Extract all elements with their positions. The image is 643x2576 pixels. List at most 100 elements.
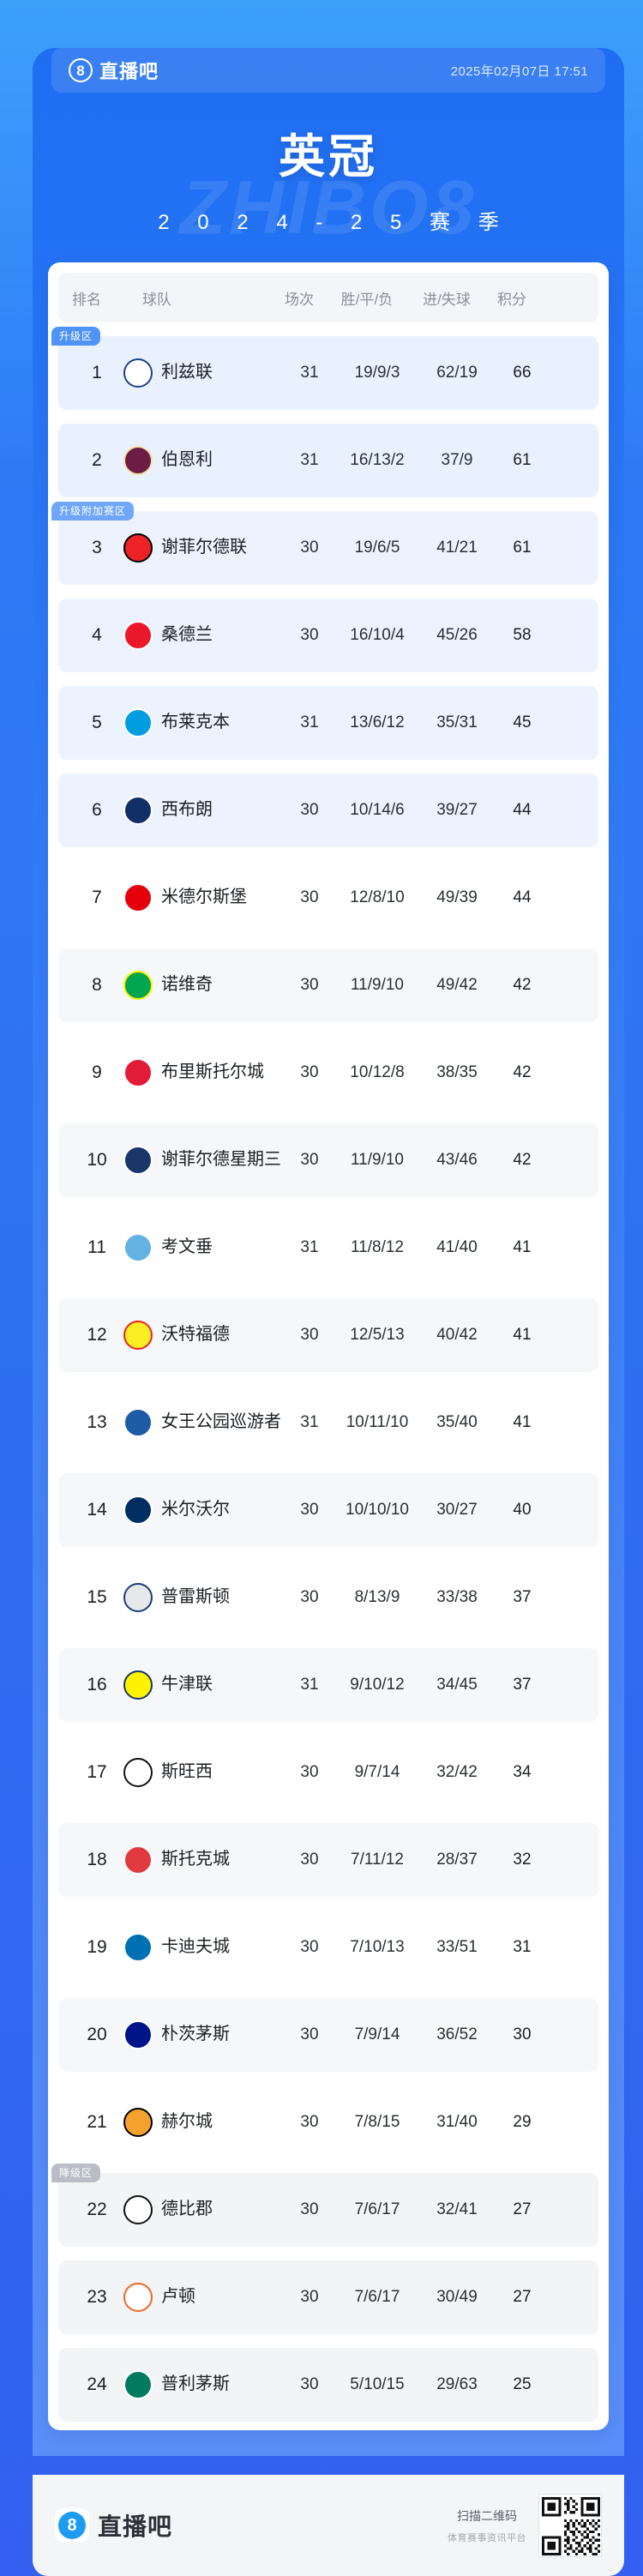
- table-row[interactable]: 15 普雷斯顿 30 8/13/9 33/38 37: [58, 1561, 598, 1634]
- team-name-label: 卡迪夫城: [161, 1937, 230, 1957]
- team-crest-icon: [123, 971, 153, 1000]
- table-row[interactable]: 2 伯恩利 31 16/13/2 37/9 61: [58, 424, 598, 497]
- cell-team[interactable]: 牛津联: [123, 1670, 283, 1700]
- cell-played: 30: [300, 1063, 319, 1081]
- column-header-wdl: 胜/平/负: [340, 291, 394, 308]
- cell-team[interactable]: 西布朗: [123, 796, 283, 825]
- cell-points: 41: [513, 1326, 532, 1344]
- team-name-label: 利兹联: [161, 363, 213, 382]
- cell-rank: 17: [87, 1762, 107, 1782]
- table-row[interactable]: 10 谢菲尔德星期三 30 11/9/10 43/46 42: [58, 1123, 598, 1197]
- team-crest-icon: [123, 1496, 153, 1525]
- cell-team[interactable]: 诺维奇: [123, 971, 283, 1000]
- team-name-label: 卢顿: [161, 2287, 195, 2307]
- cell-team[interactable]: 谢菲尔德联: [123, 533, 283, 563]
- cell-points: 25: [513, 2375, 532, 2393]
- cell-played: 31: [300, 1413, 319, 1431]
- cell-goals: 38/35: [436, 1063, 478, 1081]
- cell-team[interactable]: 斯旺西: [123, 1758, 283, 1787]
- cell-team[interactable]: 布莱克本: [123, 708, 283, 737]
- cell-rank: 23: [87, 2287, 107, 2307]
- footer-bar: 8 直播吧 扫描二维码 体育赛事资讯平台: [33, 2475, 624, 2576]
- table-row[interactable]: 9 布里斯托尔城 30 10/12/8 38/35 42: [58, 1036, 598, 1110]
- team-name-label: 牛津联: [161, 1675, 213, 1694]
- cell-points: 32: [513, 1851, 532, 1869]
- page-title: 英冠: [279, 131, 378, 183]
- cell-played: 31: [300, 364, 319, 382]
- team-crest-icon: [123, 1583, 153, 1612]
- table-row[interactable]: 22 德比郡 30 7/6/17 32/41 27: [58, 2173, 598, 2247]
- team-crest-icon: [123, 1408, 153, 1437]
- table-row[interactable]: 6 西布朗 30 10/14/6 39/27 44: [58, 773, 598, 847]
- cell-points: 58: [513, 626, 532, 644]
- team-name-label: 布莱克本: [161, 713, 230, 732]
- cell-team[interactable]: 米尔沃尔: [123, 1496, 283, 1525]
- cell-wdl: 7/6/17: [354, 2200, 400, 2218]
- cell-played: 30: [300, 1501, 319, 1519]
- column-header-team: 球队: [142, 291, 171, 308]
- table-row[interactable]: 19 卡迪夫城 30 7/10/13 33/51 31: [58, 1911, 598, 1984]
- zhibo8-logo-icon: 8: [69, 58, 93, 82]
- cell-team[interactable]: 布里斯托尔城: [123, 1058, 283, 1087]
- cell-team[interactable]: 沃特福德: [123, 1321, 283, 1350]
- table-row[interactable]: 21 赫尔城 30 7/8/15 31/40 29: [58, 2085, 598, 2159]
- team-crest-icon: [123, 2108, 153, 2137]
- cell-rank: 9: [92, 1062, 102, 1082]
- cell-played: 30: [300, 1151, 319, 1169]
- cell-points: 37: [513, 1676, 532, 1694]
- cell-goals: 43/46: [436, 1151, 478, 1169]
- footer-scan-area: 扫描二维码 体育赛事资讯平台: [448, 2494, 602, 2557]
- cell-played: 30: [300, 2025, 319, 2043]
- cell-team[interactable]: 赫尔城: [123, 2108, 283, 2137]
- cell-goals: 62/19: [436, 364, 478, 382]
- cell-team[interactable]: 桑德兰: [123, 621, 283, 650]
- cell-wdl: 13/6/12: [350, 713, 405, 731]
- qr-code[interactable]: [538, 2494, 602, 2557]
- table-row[interactable]: 20 朴茨茅斯 30 7/9/14 36/52 30: [58, 1998, 598, 2072]
- cell-team[interactable]: 普雷斯顿: [123, 1583, 283, 1612]
- table-row[interactable]: 18 斯托克城 30 7/11/12 28/37 32: [58, 1823, 598, 1897]
- cell-played: 30: [300, 1851, 319, 1869]
- table-row[interactable]: 7 米德尔斯堡 30 12/8/10 49/39 44: [58, 861, 598, 935]
- team-name-label: 米德尔斯堡: [161, 888, 247, 907]
- table-row[interactable]: 16 牛津联 31 9/10/12 34/45 37: [58, 1648, 598, 1722]
- cell-team[interactable]: 斯托克城: [123, 1845, 283, 1875]
- table-row[interactable]: 1 利兹联 31 19/9/3 62/19 66: [58, 336, 598, 410]
- cell-goals: 30/49: [436, 2288, 478, 2306]
- table-row[interactable]: 3 谢菲尔德联 30 19/6/5 41/21 61: [58, 511, 598, 585]
- table-row[interactable]: 8 诺维奇 30 11/9/10 49/42 42: [58, 948, 598, 1022]
- table-row[interactable]: 11 考文垂 31 11/8/12 41/40 41: [58, 1211, 598, 1285]
- cell-team[interactable]: 女王公园巡游者: [123, 1408, 283, 1437]
- cell-points: 41: [513, 1413, 532, 1431]
- table-row[interactable]: 13 女王公园巡游者 31 10/11/10 35/40 41: [58, 1386, 598, 1460]
- cell-team[interactable]: 考文垂: [123, 1233, 283, 1262]
- cell-team[interactable]: 卢顿: [123, 2283, 283, 2312]
- cell-team[interactable]: 米德尔斯堡: [123, 883, 283, 912]
- cell-played: 30: [300, 801, 319, 819]
- zone-badge-relegation: 降级区: [51, 2164, 101, 2182]
- table-row[interactable]: 14 米尔沃尔 30 10/10/10 30/27 40: [58, 1473, 598, 1547]
- table-row[interactable]: 23 卢顿 30 7/6/17 30/49 27: [58, 2260, 598, 2334]
- cell-team[interactable]: 伯恩利: [123, 446, 283, 475]
- cell-points: 42: [513, 1151, 532, 1169]
- table-row[interactable]: 17 斯旺西 30 9/7/14 32/42 34: [58, 1736, 598, 1809]
- team-name-label: 朴茨茅斯: [161, 2025, 230, 2044]
- cell-played: 30: [300, 1588, 319, 1606]
- table-row[interactable]: 5 布莱克本 31 13/6/12 35/31 45: [58, 686, 598, 760]
- team-crest-icon: [123, 2020, 153, 2049]
- cell-team[interactable]: 利兹联: [123, 358, 283, 388]
- cell-team[interactable]: 卡迪夫城: [123, 1933, 283, 1962]
- table-row[interactable]: 4 桑德兰 30 16/10/4 45/26 58: [58, 599, 598, 672]
- cell-team[interactable]: 谢菲尔德星期三: [123, 1146, 283, 1175]
- cell-team[interactable]: 朴茨茅斯: [123, 2020, 283, 2049]
- brand-logo[interactable]: 8 直播吧: [69, 57, 159, 84]
- cell-team[interactable]: 德比郡: [123, 2195, 283, 2224]
- cell-played: 30: [300, 2113, 319, 2131]
- footer-brand[interactable]: 8 直播吧: [55, 2508, 172, 2543]
- team-name-label: 布里斯托尔城: [161, 1062, 264, 1082]
- cell-points: 44: [513, 801, 532, 819]
- team-name-label: 沃特福德: [161, 1325, 230, 1345]
- table-row[interactable]: 12 沃特福德 30 12/5/13 40/42 41: [58, 1298, 598, 1372]
- cell-team[interactable]: 普利茅斯: [123, 2370, 283, 2399]
- table-row[interactable]: 24 普利茅斯 30 5/10/15 29/63 25: [58, 2348, 598, 2422]
